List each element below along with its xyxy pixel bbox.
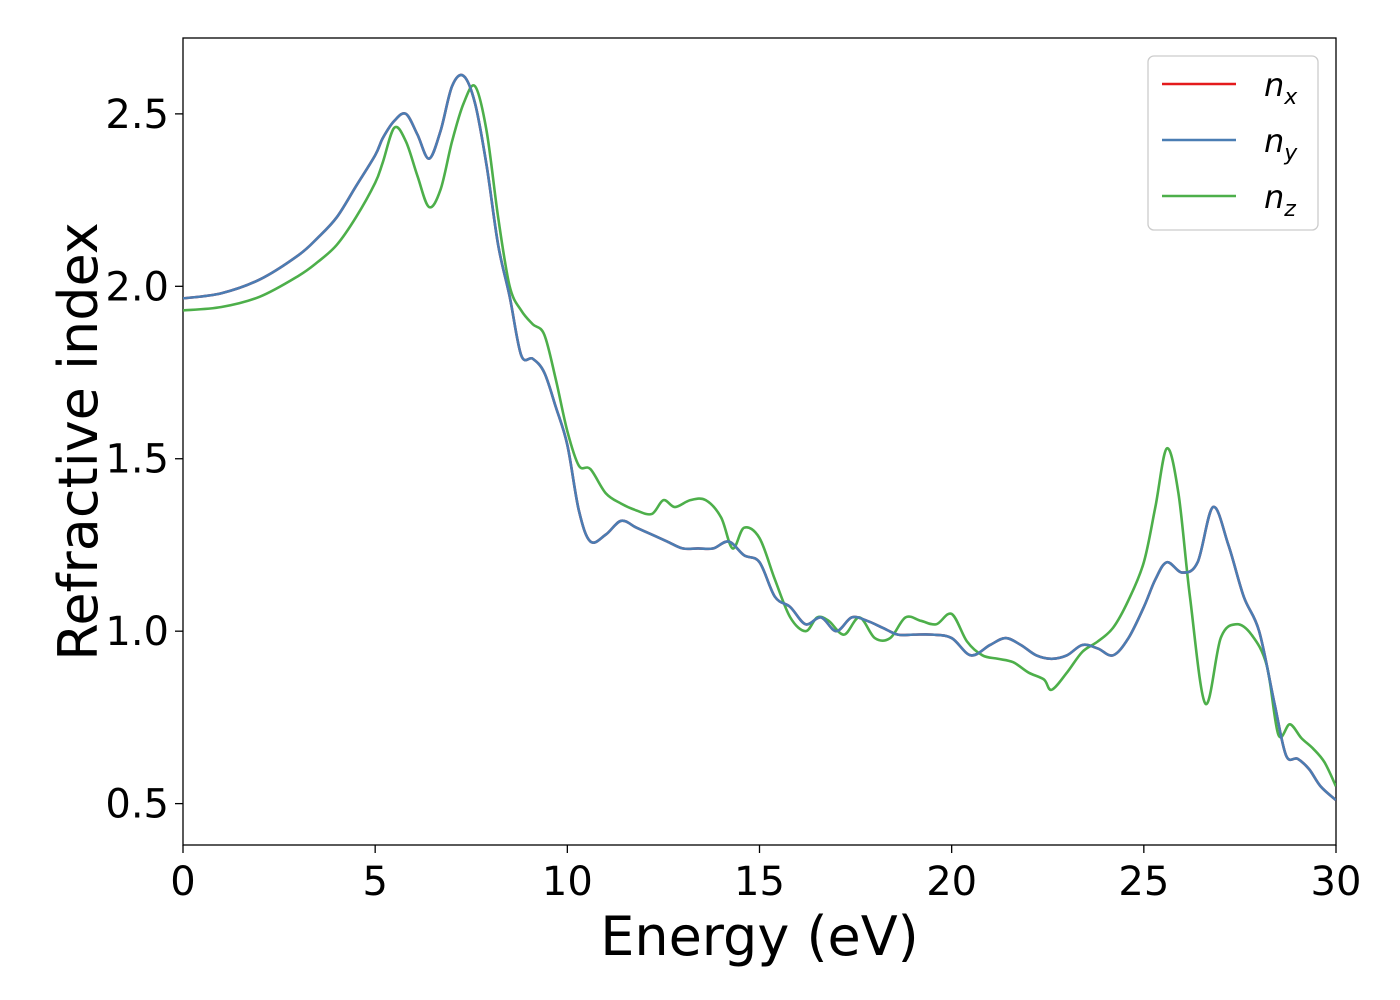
series-line-n-z — [183, 84, 1336, 787]
x-tick-label: 5 — [362, 859, 387, 905]
y-axis-ticks: 0.5 1.0 1.5 2.0 2.5 — [105, 92, 183, 828]
legend: nx ny nz — [1147, 55, 1319, 231]
y-tick-label: 2.5 — [105, 92, 169, 138]
y-tick-label: 2.0 — [105, 264, 169, 310]
plot-frame — [182, 37, 1337, 846]
x-tick-label: 15 — [734, 859, 785, 905]
legend-label-n-z: nz — [1264, 178, 1296, 222]
x-tick-label: 20 — [926, 859, 977, 905]
x-tick-label: 10 — [542, 859, 593, 905]
legend-items: nx ny nz — [1162, 66, 1298, 222]
y-axis-title: Refractive index — [47, 222, 110, 661]
x-tick-label: 0 — [170, 859, 195, 905]
y-tick-label: 1.0 — [105, 609, 169, 655]
x-tick-label: 30 — [1311, 859, 1362, 905]
x-axis-title: Energy (eV) — [600, 905, 919, 968]
x-axis-ticks: 0 5 10 15 20 25 30 — [170, 845, 1361, 905]
legend-box — [1147, 55, 1319, 231]
y-tick-label: 0.5 — [105, 782, 169, 828]
legend-label-n-x: nx — [1264, 66, 1298, 110]
y-tick-label: 1.5 — [105, 437, 169, 483]
legend-label-n-y: ny — [1264, 122, 1298, 166]
series-layer — [183, 73, 1336, 802]
series-line-n-y — [183, 73, 1336, 802]
x-tick-label: 25 — [1118, 859, 1169, 905]
plot-area — [182, 37, 1337, 846]
